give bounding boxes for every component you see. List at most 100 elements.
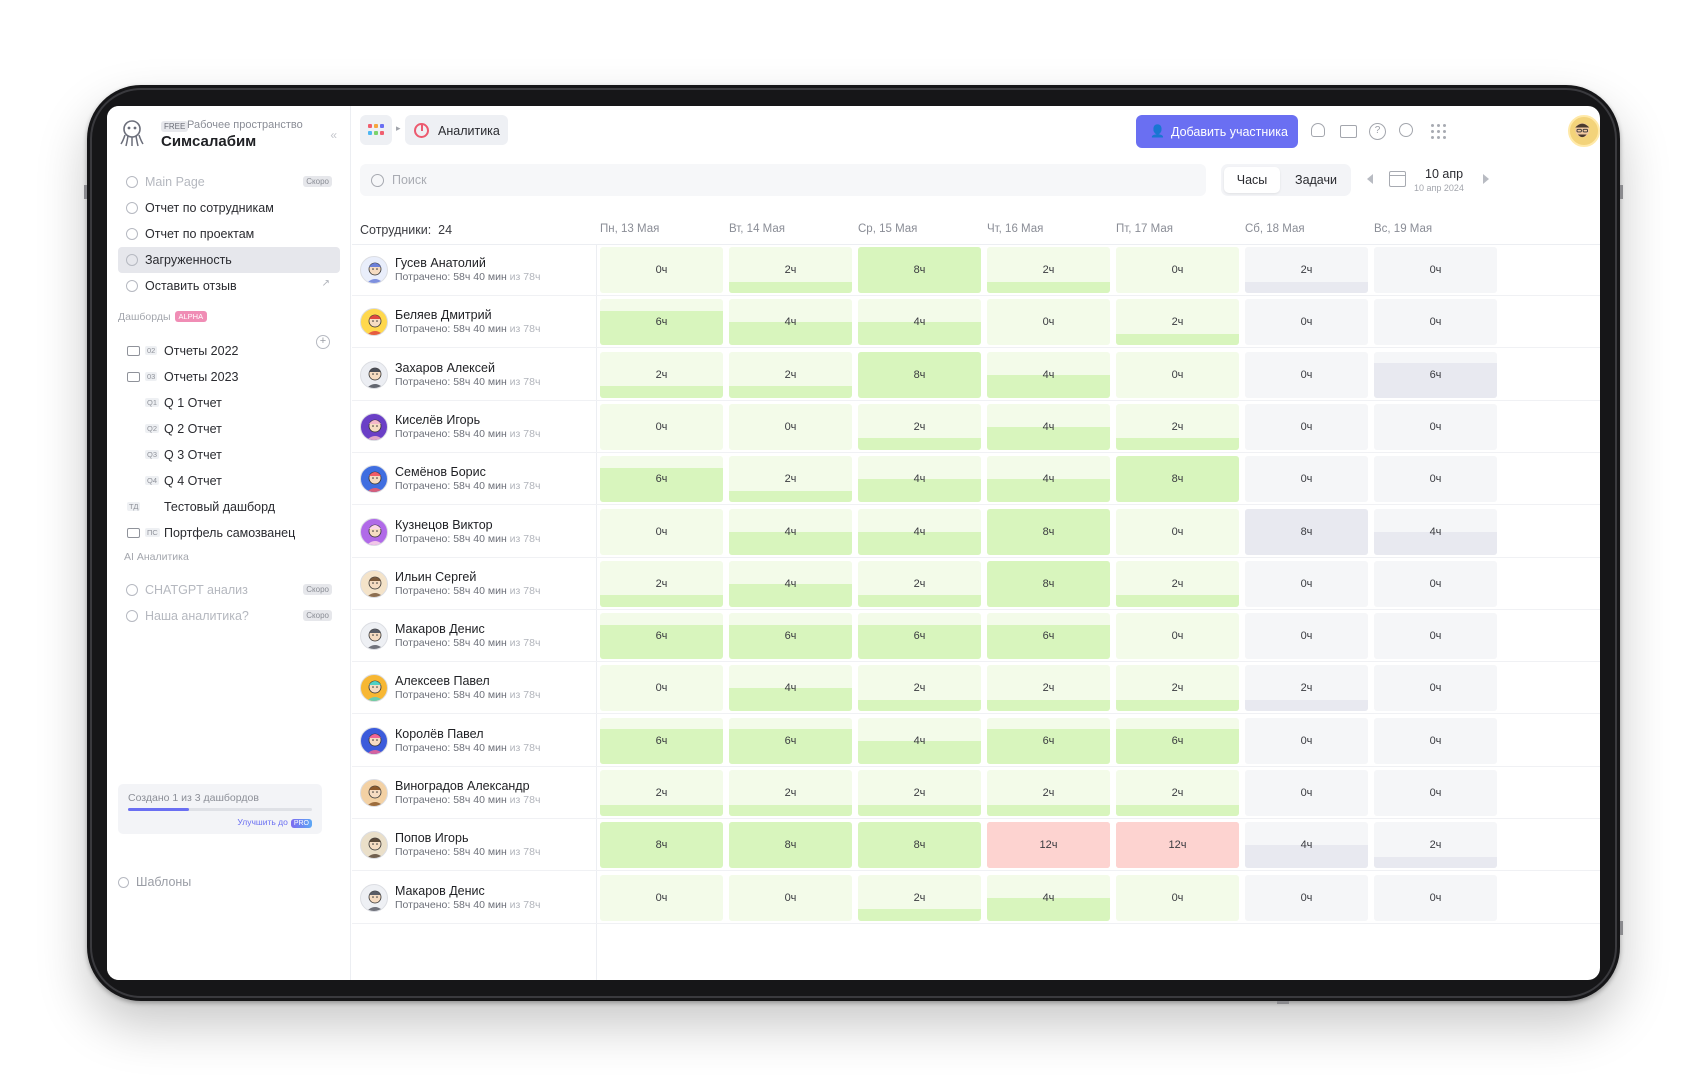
report-q1[interactable]: Q1 Q 1 Отчет — [118, 390, 340, 416]
employee-name[interactable]: Беляев Дмитрий — [395, 308, 492, 323]
workload-cell[interactable]: 0ч — [1116, 247, 1239, 293]
workload-cell[interactable]: 0ч — [1245, 874, 1368, 921]
table-row[interactable]: Попов Игорь Потрачено: 58ч 40 мин из 78ч 8… — [352, 819, 1600, 872]
nav-employee-report[interactable]: Отчет по сотрудникам — [118, 195, 340, 221]
workload-cell[interactable]: 2ч — [1116, 299, 1239, 346]
workload-cell[interactable]: 0ч — [987, 299, 1110, 346]
workload-cell[interactable]: 6ч — [858, 613, 981, 660]
employee-avatar[interactable] — [360, 569, 388, 598]
folder-reports-2022[interactable]: 02 Отчеты 2022 — [118, 338, 340, 364]
workload-cell[interactable]: 8ч — [1245, 508, 1368, 555]
workload-cell[interactable]: 4ч — [858, 456, 981, 503]
table-row[interactable]: Беляев Дмитрий Потрачено: 58ч 40 мин из 7… — [352, 296, 1600, 349]
workload-cell[interactable]: 0ч — [1116, 613, 1239, 660]
workload-cell[interactable]: 0ч — [1374, 665, 1497, 712]
workload-cell[interactable]: 0ч — [600, 874, 723, 921]
workload-cell[interactable]: 0ч — [1245, 770, 1368, 816]
workload-cell[interactable]: 12ч — [1116, 822, 1239, 869]
workload-cell[interactable]: 0ч — [1245, 456, 1368, 503]
workload-cell[interactable]: 0ч — [729, 403, 852, 450]
employee-name[interactable]: Попов Игорь — [395, 831, 469, 846]
workload-cell[interactable]: 6ч — [729, 613, 852, 660]
workload-cell[interactable]: 0ч — [1374, 874, 1497, 921]
workload-cell[interactable]: 8ч — [600, 822, 723, 869]
workload-cell[interactable]: 0ч — [1374, 299, 1497, 346]
employee-avatar[interactable] — [360, 256, 388, 284]
workload-cell[interactable]: 8ч — [858, 247, 981, 293]
employee-name[interactable]: Алексеев Павел — [395, 674, 490, 689]
employee-avatar[interactable] — [360, 622, 388, 651]
workload-cell[interactable]: 6ч — [600, 299, 723, 346]
table-row[interactable]: Захаров Алексей Потрачено: 58ч 40 мин из … — [352, 349, 1600, 401]
workload-cell[interactable]: 0ч — [1245, 351, 1368, 398]
workload-cell[interactable]: 0ч — [1374, 770, 1497, 816]
workload-cell[interactable]: 4ч — [858, 717, 981, 764]
double-chevron-left-icon[interactable]: « — [330, 128, 337, 142]
next-date-icon[interactable] — [1483, 174, 1489, 184]
report-q4[interactable]: Q4 Q 4 Отчет — [118, 468, 340, 494]
workload-cell[interactable]: 0ч — [1116, 508, 1239, 555]
table-row[interactable]: Королёв Павел Потрачено: 58ч 40 мин из 78… — [352, 715, 1600, 767]
nav-feedback[interactable]: Оставить отзыв ↗ — [118, 273, 340, 299]
workload-cell[interactable]: 2ч — [729, 351, 852, 398]
workload-cell[interactable]: 4ч — [729, 560, 852, 607]
workload-cell[interactable]: 2ч — [858, 560, 981, 607]
employee-name[interactable]: Королёв Павел — [395, 726, 484, 741]
workload-cell[interactable]: 4ч — [729, 299, 852, 346]
workspace-switcher[interactable]: FREE Рабочее пространство Симсалабим « — [117, 116, 341, 154]
workload-cell[interactable]: 4ч — [1245, 822, 1368, 869]
workload-cell[interactable]: 0ч — [1245, 560, 1368, 607]
table-row[interactable]: Семёнов Борис Потрачено: 58ч 40 мин из 78… — [352, 453, 1600, 506]
workload-cell[interactable]: 2ч — [987, 247, 1110, 293]
add-dashboard-icon[interactable]: + — [316, 335, 330, 349]
workload-cell[interactable]: 2ч — [1116, 403, 1239, 450]
workload-cell[interactable]: 0ч — [600, 247, 723, 293]
upgrade-link[interactable]: Улучшить до PRO — [237, 817, 312, 828]
workload-cell[interactable]: 4ч — [729, 508, 852, 555]
apps-home-button[interactable] — [360, 115, 392, 145]
test-dashboard[interactable]: ТД Тестовый дашборд — [118, 494, 340, 520]
workload-cell[interactable]: 2ч — [858, 665, 981, 712]
workload-cell[interactable]: 0ч — [1116, 874, 1239, 921]
employee-name[interactable]: Ильин Сергей — [395, 569, 477, 584]
mode-tasks-button[interactable]: Задачи — [1295, 173, 1337, 187]
search-icon[interactable] — [1399, 123, 1413, 137]
workload-cell[interactable]: 2ч — [729, 247, 852, 293]
prev-date-icon[interactable] — [1367, 174, 1373, 184]
workload-cell[interactable]: 6ч — [1116, 717, 1239, 764]
table-row[interactable]: Кузнецов Виктор Потрачено: 58ч 40 мин из … — [352, 506, 1600, 558]
table-row[interactable]: Алексеев Павел Потрачено: 58ч 40 мин из 7… — [352, 662, 1600, 715]
workload-cell[interactable]: 0ч — [1374, 560, 1497, 607]
workload-cell[interactable]: 4ч — [987, 874, 1110, 921]
table-row[interactable]: Ильин Сергей Потрачено: 58ч 40 мин из 78ч… — [352, 558, 1600, 610]
employee-avatar[interactable] — [360, 726, 388, 755]
workload-cell[interactable]: 4ч — [987, 456, 1110, 503]
workload-cell[interactable]: 0ч — [1116, 351, 1239, 398]
workload-cell[interactable]: 4ч — [987, 403, 1110, 450]
workload-cell[interactable]: 0ч — [729, 874, 852, 921]
employee-name[interactable]: Захаров Алексей — [395, 360, 495, 375]
workload-cell[interactable]: 2ч — [858, 770, 981, 816]
workload-cell[interactable]: 2ч — [1245, 665, 1368, 712]
employee-avatar[interactable] — [360, 360, 388, 389]
nav-main-page[interactable]: Main Page Скоро — [118, 169, 340, 195]
workload-cell[interactable]: 2ч — [858, 874, 981, 921]
workload-cell[interactable]: 6ч — [1374, 351, 1497, 398]
search-input[interactable] — [392, 170, 1172, 190]
workload-cell[interactable]: 4ч — [858, 508, 981, 555]
workload-cell[interactable]: 0ч — [600, 665, 723, 712]
workload-cell[interactable]: 4ч — [858, 299, 981, 346]
workload-cell[interactable]: 2ч — [1116, 665, 1239, 712]
employee-avatar[interactable] — [360, 412, 388, 441]
workload-cell[interactable]: 8ч — [987, 560, 1110, 607]
workload-cell[interactable]: 2ч — [858, 403, 981, 450]
employee-name[interactable]: Киселёв Игорь — [395, 412, 481, 427]
workload-cell[interactable]: 6ч — [987, 717, 1110, 764]
workload-cell[interactable]: 4ч — [987, 351, 1110, 398]
table-row[interactable]: Виноградов Александр Потрачено: 58ч 40 ми… — [352, 767, 1600, 819]
workload-cell[interactable]: 0ч — [1374, 403, 1497, 450]
workload-cell[interactable]: 4ч — [1374, 508, 1497, 555]
workload-cell[interactable]: 8ч — [1116, 456, 1239, 503]
workload-cell[interactable]: 0ч — [600, 508, 723, 555]
bell-icon[interactable] — [1311, 123, 1325, 137]
